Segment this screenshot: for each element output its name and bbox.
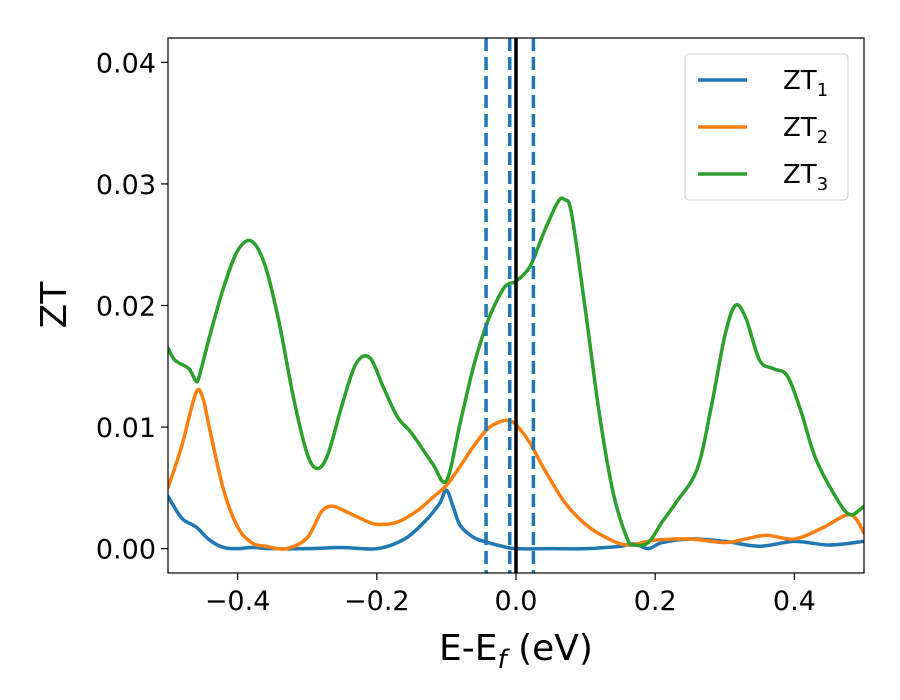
y-tick-label: 0.03 bbox=[96, 170, 156, 201]
y-axis: 0.00 0.01 0.02 0.03 0.04 bbox=[96, 48, 168, 566]
y-tick-label: 0.02 bbox=[96, 292, 156, 323]
y-tick-label: 0.00 bbox=[96, 535, 156, 566]
series-line-zt3 bbox=[168, 196, 864, 548]
x-axis-label: E-Ef (eV) bbox=[439, 628, 593, 675]
x-tick-label: 0.4 bbox=[773, 586, 816, 617]
y-axis-label: ZT bbox=[34, 281, 75, 329]
x-tick-label: −0.2 bbox=[344, 586, 410, 617]
y-tick-label: 0.01 bbox=[96, 413, 156, 444]
x-tick-label: 0.0 bbox=[495, 586, 538, 617]
legend-label-zt1: ZT1 bbox=[783, 66, 828, 101]
x-axis: −0.4 −0.2 0.0 0.2 0.4 bbox=[205, 573, 816, 617]
legend-label-zt3: ZT3 bbox=[783, 160, 828, 195]
y-tick-label: 0.04 bbox=[96, 48, 156, 79]
x-tick-label: 0.2 bbox=[634, 586, 677, 617]
x-tick-label: −0.4 bbox=[205, 586, 271, 617]
legend-label-zt2: ZT2 bbox=[783, 113, 828, 148]
legend: ZT1 ZT2 ZT3 bbox=[684, 53, 849, 201]
plot-area bbox=[168, 38, 864, 573]
series-line-zt2 bbox=[168, 387, 864, 551]
legend-box bbox=[684, 53, 849, 201]
